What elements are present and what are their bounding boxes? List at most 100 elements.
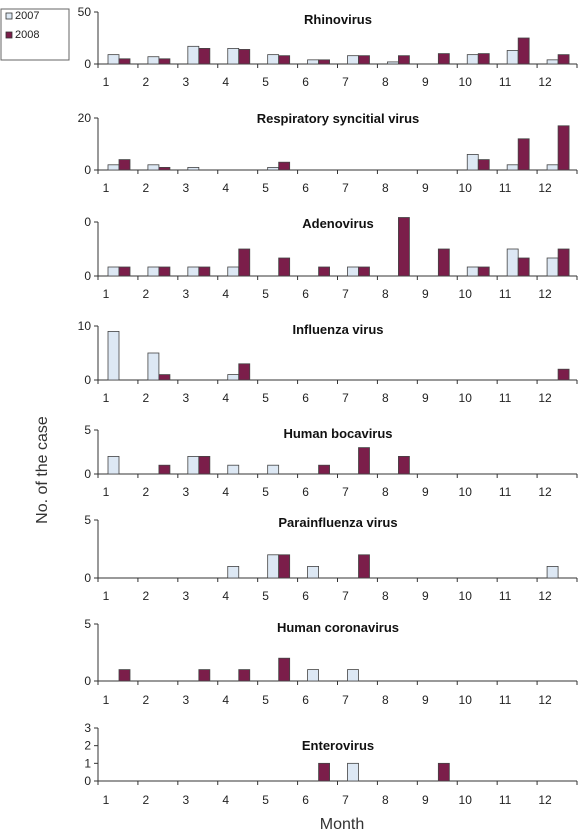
bar-2008-month-4: [238, 248, 251, 277]
bar-2008-month-3: [198, 48, 211, 65]
x-tick-label: 9: [422, 391, 429, 405]
bar-2007-month-1: [107, 54, 120, 65]
bar-2007-month-5: [267, 464, 280, 475]
x-tick-label: 3: [182, 485, 189, 499]
x-tick-label: 4: [222, 589, 229, 603]
bar-2008-month-7: [358, 554, 370, 579]
bar-2007-month-6: [307, 566, 319, 579]
legend-entry-2007: 2007: [15, 10, 39, 22]
x-tick-label: 11: [499, 287, 512, 301]
x-tick-label: 1: [103, 391, 110, 405]
x-tick-label: 2: [143, 75, 150, 89]
x-tick-label: 11: [499, 793, 512, 807]
y-tick-label: 0: [84, 163, 91, 177]
y-tick-label: 50: [78, 5, 92, 19]
x-tick-label: 3: [182, 391, 189, 405]
x-tick-label: 9: [422, 793, 429, 807]
x-tick-label: 6: [302, 181, 309, 195]
bar-2007-month-5: [267, 54, 280, 65]
panel-title: Enterovirus: [302, 738, 374, 753]
bar-2008-month-6: [318, 464, 330, 475]
y-tick-label: 0: [84, 373, 91, 387]
x-tick-label: 7: [342, 181, 349, 195]
bar-2008-month-8: [398, 55, 410, 65]
x-tick-label: 6: [302, 793, 309, 807]
bar-2008-month-7: [358, 447, 370, 475]
bar-2008-month-11: [517, 138, 530, 171]
bar-2008-month-3: [198, 669, 211, 682]
x-tick-label: 12: [538, 485, 552, 499]
y-tick-label: 2: [84, 739, 91, 753]
bar-2007-month-6: [307, 669, 319, 682]
x-tick-label: 3: [182, 287, 189, 301]
panel-title: Human bocavirus: [283, 426, 392, 441]
bar-2007-month-8: [387, 61, 399, 65]
legend-swatch-2007: [5, 12, 13, 20]
x-tick-label: 12: [538, 287, 552, 301]
x-tick-label: 11: [499, 589, 512, 603]
bar-2007-month-5: [267, 554, 280, 579]
bar-2007-month-4: [227, 566, 240, 579]
bar-2008-month-12: [557, 125, 570, 171]
x-tick-label: 7: [342, 287, 349, 301]
x-tick-label: 12: [538, 391, 552, 405]
bar-2008-month-1: [118, 266, 131, 277]
x-tick-label: 11: [499, 391, 512, 405]
x-tick-label: 8: [382, 75, 389, 89]
bar-2007-month-10: [466, 54, 479, 65]
x-tick-label: 12: [538, 181, 552, 195]
bar-2008-month-12: [557, 368, 570, 381]
bar-2007-month-5: [267, 166, 280, 171]
x-tick-label: 1: [103, 75, 110, 89]
x-tick-label: 6: [302, 589, 309, 603]
bar-2007-month-3: [187, 455, 200, 475]
bar-2007-month-10: [466, 153, 479, 171]
x-tick-label: 3: [182, 693, 189, 707]
y-tick-label: 3: [84, 721, 91, 735]
x-tick-label: 11: [499, 485, 512, 499]
x-tick-label: 3: [182, 589, 189, 603]
x-tick-label: 10: [459, 75, 473, 89]
bar-2007-month-1: [107, 455, 120, 475]
x-tick-label: 8: [382, 793, 389, 807]
x-tick-label: 3: [182, 793, 189, 807]
bar-2008-month-2: [158, 58, 171, 65]
panel-title: Parainfluenza virus: [278, 515, 397, 530]
x-tick-label: 5: [262, 391, 269, 405]
bar-2008-month-6: [318, 266, 330, 277]
bar-2007-month-6: [307, 59, 319, 65]
bar-2008-month-1: [118, 669, 131, 682]
bar-2007-month-7: [347, 55, 359, 65]
x-tick-label: 1: [103, 793, 110, 807]
panel-title: Influenza virus: [292, 322, 383, 337]
bar-2008-month-12: [557, 248, 570, 277]
bar-2008-month-4: [238, 669, 251, 682]
x-tick-label: 7: [342, 793, 349, 807]
bar-2007-month-3: [187, 45, 200, 65]
y-tick-label: 10: [78, 319, 92, 333]
y-tick-label: 5: [84, 617, 91, 631]
x-tick-label: 2: [143, 391, 150, 405]
bar-2008-month-3: [198, 455, 211, 475]
x-tick-label: 11: [499, 693, 512, 707]
x-tick-label: 8: [382, 589, 389, 603]
bar-2008-month-5: [278, 257, 291, 277]
x-tick-label: 5: [262, 181, 269, 195]
bar-2008-month-1: [118, 58, 131, 65]
bar-2007-month-4: [227, 266, 240, 277]
bar-2007-month-12: [546, 257, 559, 277]
x-tick-label: 11: [499, 181, 512, 195]
x-tick-label: 6: [302, 75, 309, 89]
y-tick-label: 5: [84, 513, 91, 527]
bar-2008-month-11: [517, 257, 530, 277]
x-tick-label: 9: [422, 287, 429, 301]
x-tick-label: 1: [103, 485, 110, 499]
x-tick-label: 6: [302, 485, 309, 499]
x-tick-label: 2: [143, 693, 150, 707]
bar-2007-month-2: [147, 56, 160, 65]
bar-2008-month-2: [158, 374, 171, 381]
bar-2008-month-4: [238, 49, 251, 65]
